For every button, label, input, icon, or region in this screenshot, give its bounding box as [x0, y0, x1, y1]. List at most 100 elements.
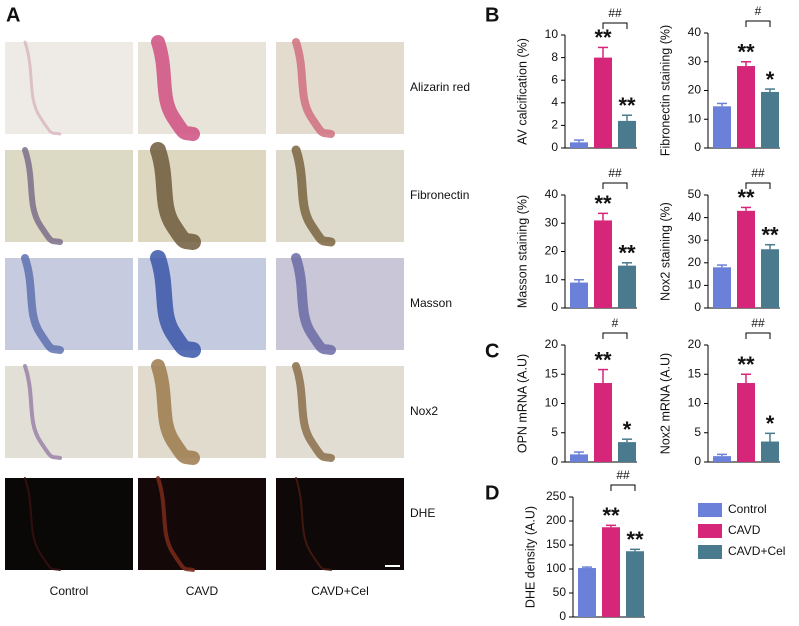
significance: *	[766, 67, 775, 92]
y-tick-label: 20	[545, 244, 559, 258]
tissue	[291, 145, 336, 247]
panel-letter: D	[485, 482, 499, 504]
bar	[713, 267, 731, 308]
significance: **	[761, 223, 779, 248]
y-tick-label: 20	[688, 83, 702, 97]
error-bar	[741, 373, 751, 384]
comparison-label: ##	[608, 6, 622, 20]
y-axis-label: Fibronectin staining (%)	[658, 25, 672, 156]
significance: **	[618, 241, 636, 266]
comparison-label: #	[612, 316, 619, 330]
y-tick-label: 50	[688, 187, 702, 201]
y-tick-label: 4	[551, 95, 558, 109]
significance: **	[737, 40, 755, 65]
tissue	[150, 250, 201, 358]
comparison-label: ##	[751, 316, 765, 330]
micrograph	[276, 478, 404, 570]
bar	[618, 265, 636, 308]
y-tick-label: 0	[551, 300, 558, 314]
comparison-bracket	[745, 20, 771, 27]
tissue	[24, 477, 61, 571]
comparison-bracket	[610, 484, 636, 491]
bar	[594, 57, 612, 148]
y-axis-label: Masson staining (%)	[515, 195, 529, 308]
bar	[618, 442, 636, 462]
comparison-bracket	[602, 182, 628, 189]
comparison-label: ##	[751, 166, 765, 180]
error-bar	[574, 279, 584, 283]
error-bar	[741, 206, 751, 211]
y-tick-label: 5	[694, 425, 701, 439]
y-tick-label: 10	[688, 396, 702, 410]
significance: *	[623, 417, 632, 442]
tissue	[292, 38, 335, 138]
error-bar	[598, 46, 608, 58]
tissue	[151, 359, 200, 465]
tissue	[23, 40, 62, 136]
legend-label: CAVD	[728, 523, 761, 537]
tissue	[21, 254, 64, 354]
bar	[713, 456, 731, 462]
y-tick-label: 10	[545, 396, 559, 410]
error-bar	[741, 61, 751, 67]
significance: **	[594, 191, 612, 216]
significance: **	[626, 527, 644, 552]
y-tick-label: 0	[694, 300, 701, 314]
bar	[578, 568, 596, 617]
y-axis-label: AV calcification (%)	[515, 38, 529, 145]
bar	[713, 106, 731, 148]
y-tick-label: 10	[688, 278, 702, 292]
row-label: Alizarin red	[410, 80, 470, 94]
y-tick-label: 40	[688, 25, 702, 39]
comparison-bracket	[602, 22, 628, 29]
error-bar	[622, 114, 632, 121]
y-tick-label: 200	[546, 513, 566, 527]
y-tick-label: 100	[546, 561, 566, 575]
y-axis-label: OPN mRNA (A.U)	[515, 354, 529, 453]
error-bar	[574, 139, 584, 143]
column-label: CAVD	[186, 584, 219, 598]
legend-label: Control	[728, 502, 767, 516]
bar	[737, 210, 755, 308]
tissue	[156, 476, 195, 572]
y-tick-label: 40	[688, 210, 702, 224]
row-label: Fibronectin	[410, 188, 469, 202]
y-tick-label: 2	[551, 118, 558, 132]
y-axis-label: Nox2 staining (%)	[658, 202, 672, 301]
significance: **	[618, 93, 636, 118]
y-tick-label: 15	[688, 366, 702, 380]
legend-swatch	[698, 503, 722, 517]
significance: *	[766, 411, 775, 436]
y-axis-label: DHE density (A.U)	[523, 506, 537, 608]
y-tick-label: 0	[551, 454, 558, 468]
micrograph	[276, 42, 404, 134]
bar	[594, 220, 612, 308]
y-tick-label: 0	[694, 454, 701, 468]
bar	[761, 441, 779, 462]
bar	[594, 383, 612, 462]
row-label: DHE	[410, 506, 435, 520]
bar	[737, 66, 755, 148]
y-tick-label: 30	[688, 232, 702, 246]
y-tick-label: 6	[551, 72, 558, 86]
comparison-label: #	[755, 4, 762, 18]
bar	[570, 142, 588, 148]
bar	[761, 91, 779, 148]
y-tick-label: 5	[551, 425, 558, 439]
legend-label: CAVD+Cel	[728, 544, 785, 558]
tissue	[291, 253, 336, 355]
y-tick-label: 0	[551, 140, 558, 154]
row-label: Nox2	[410, 404, 438, 418]
significance: **	[737, 185, 755, 210]
significance: **	[594, 25, 612, 50]
legend-swatch	[698, 524, 722, 538]
micrograph	[138, 478, 266, 570]
bar	[626, 551, 644, 617]
bar	[602, 527, 620, 617]
error-bar	[598, 212, 608, 221]
y-tick-label: 250	[546, 489, 566, 503]
error-bar	[598, 368, 608, 384]
comparison-bracket	[745, 182, 771, 189]
micrograph	[5, 258, 133, 350]
